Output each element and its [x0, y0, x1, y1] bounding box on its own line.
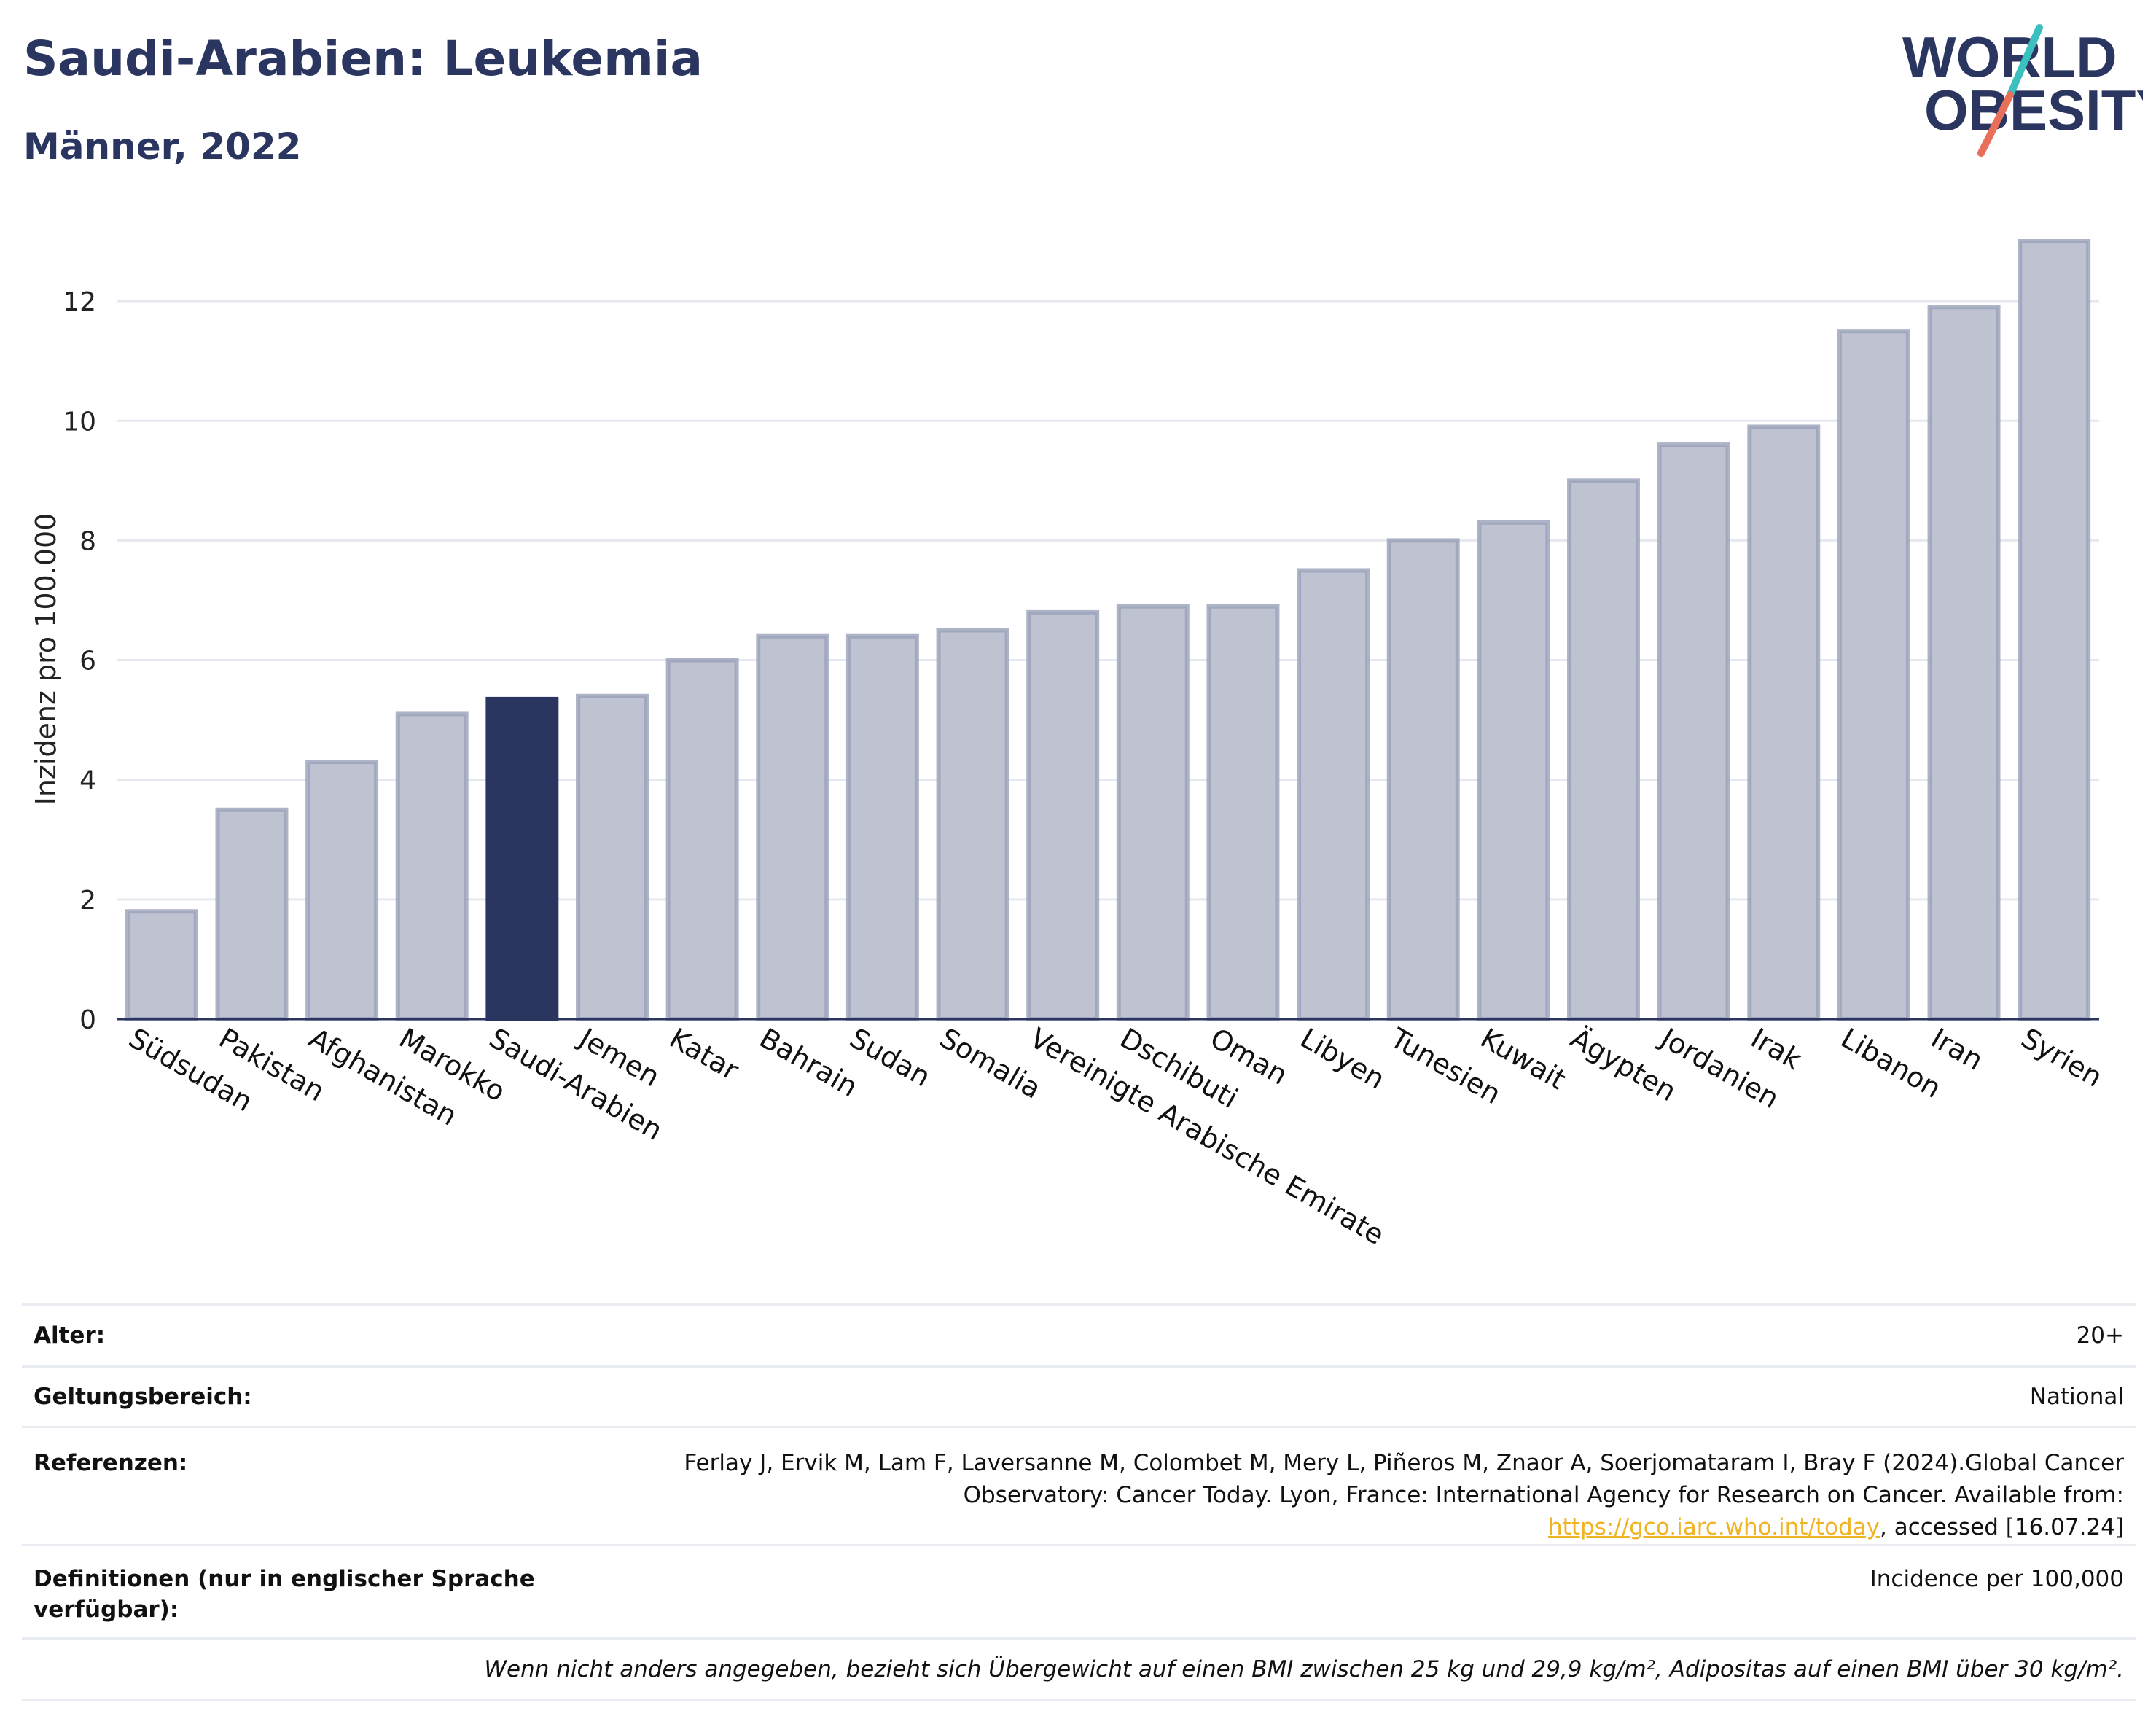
y-tick-label: 12 — [63, 287, 96, 317]
bar-kuwait[interactable] — [1477, 520, 1550, 1021]
scope-label: Geltungsbereich: — [34, 1384, 252, 1410]
bar-irak[interactable] — [1747, 424, 1821, 1021]
bar-katar[interactable] — [665, 658, 739, 1021]
y-axis-label: Inzidenz pro 100.000 — [30, 513, 62, 806]
bar-südsudan[interactable] — [125, 909, 198, 1022]
references-label: Referenzen: — [34, 1450, 188, 1476]
x-tick-label: Bahrain — [754, 1022, 863, 1104]
x-tick-label: Katar — [664, 1022, 744, 1087]
bar-jordanien[interactable] — [1657, 442, 1730, 1021]
bar-somalia[interactable] — [936, 628, 1009, 1021]
logo-line-obesity: OBESITY — [1924, 78, 2143, 142]
x-tick-label: Irak — [1746, 1022, 1807, 1076]
definitions-value: Incidence per 100,000 — [1870, 1566, 2124, 1592]
bar-sudan[interactable] — [845, 633, 919, 1021]
bar-jemen[interactable] — [576, 693, 649, 1021]
logo-slash-teal — [2007, 24, 2043, 98]
logo-line-world: WORLD — [1902, 25, 2117, 89]
x-tick-label: Libyen — [1295, 1022, 1391, 1096]
bar-saudi-arabien[interactable] — [485, 696, 559, 1021]
scope-value: National — [2029, 1384, 2124, 1410]
row-footnote: Wenn nicht anders angegeben, bezieht sic… — [22, 1637, 2136, 1701]
bar-oman[interactable] — [1206, 604, 1280, 1021]
logo-slash-coral — [1977, 91, 2014, 157]
x-tick-label: Syrien — [2016, 1022, 2108, 1093]
y-tick-label: 4 — [79, 766, 96, 796]
bar-vereinigte-arabische-emirate[interactable] — [1026, 609, 1100, 1021]
bar-iran[interactable] — [1927, 305, 2001, 1021]
bar-marokko[interactable] — [395, 711, 469, 1022]
y-axis-ticks: 0 2 4 6 8 10 12 — [63, 287, 96, 1035]
bmi-footnote: Wenn nicht anders angegeben, bezieht sic… — [484, 1656, 2124, 1683]
bar-libanon[interactable] — [1837, 329, 1910, 1022]
age-value: 20+ — [2076, 1322, 2124, 1349]
age-label: Alter: — [34, 1322, 106, 1349]
bar-syrien[interactable] — [2018, 239, 2091, 1022]
y-tick-label: 2 — [79, 886, 96, 916]
row-references: Referenzen: Ferlay J, Ervik M, Lam F, La… — [22, 1426, 2136, 1544]
bar-tunesien[interactable] — [1386, 538, 1460, 1021]
bars — [125, 239, 2091, 1022]
y-tick-label: 0 — [79, 1005, 96, 1035]
x-tick-label: Libanon — [1835, 1022, 1946, 1104]
references-link[interactable]: https://gco.iarc.who.int/today — [1548, 1514, 1880, 1540]
bar-ägypten[interactable] — [1567, 478, 1640, 1021]
bar-dschibuti[interactable] — [1116, 604, 1190, 1021]
chart-subtitle: Männer, 2022 — [23, 125, 302, 168]
row-definitions: Definitionen (nur in englischer Sprache … — [22, 1544, 2136, 1637]
bar-afghanistan[interactable] — [305, 760, 379, 1021]
bar-chart: 0 2 4 6 8 10 12 SüdsudanPakistanAfghanistanMar… — [30, 239, 2108, 1252]
x-tick-label: Somalia — [934, 1022, 1047, 1105]
chart-title: Saudi-Arabien: Leukemia — [23, 31, 703, 87]
x-axis-ticks: SüdsudanPakistanAfghanistanMarokkoSaudi-… — [123, 1021, 2108, 1252]
definitions-label: Definitionen (nur in englischer Sprache … — [34, 1566, 535, 1623]
y-tick-label: 8 — [79, 526, 96, 556]
row-age: Alter: 20+ — [22, 1303, 2136, 1365]
references-text-end: , accessed [16.07.24] — [1879, 1514, 2124, 1540]
metadata-table: Alter: 20+ Geltungsbereich: National Ref… — [22, 1303, 2136, 1701]
y-tick-label: 6 — [79, 647, 96, 677]
y-tick-label: 10 — [63, 407, 96, 437]
row-scope: Geltungsbereich: National — [22, 1365, 2136, 1426]
bar-pakistan[interactable] — [215, 807, 289, 1021]
x-tick-label: Iran — [1926, 1022, 1988, 1077]
world-obesity-logo: WORLD OBESITY — [1902, 24, 2143, 157]
bar-bahrain[interactable] — [756, 633, 829, 1021]
references-text: Ferlay J, Ervik M, Lam F, Laversanne M, … — [684, 1450, 2124, 1508]
bar-libyen[interactable] — [1297, 568, 1370, 1021]
references-value: Ferlay J, Ervik M, Lam F, Laversanne M, … — [666, 1447, 2124, 1544]
